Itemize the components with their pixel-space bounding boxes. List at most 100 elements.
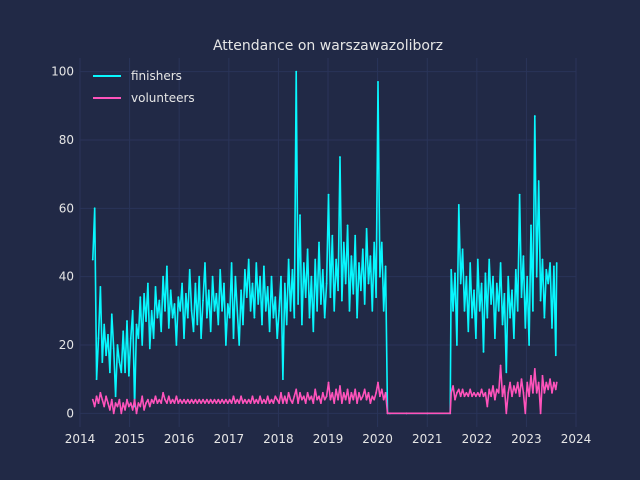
finishers-point bbox=[215, 292, 218, 295]
finishers-point bbox=[555, 262, 558, 264]
volunteers-point bbox=[314, 388, 317, 391]
finishers-point bbox=[185, 292, 187, 295]
finishers-point bbox=[114, 395, 117, 398]
volunteers-point bbox=[226, 402, 229, 404]
volunteers-point bbox=[272, 402, 275, 404]
volunteers-point bbox=[337, 398, 339, 401]
volunteers-point bbox=[378, 395, 381, 398]
volunteers-point bbox=[526, 381, 529, 384]
volunteers-point bbox=[97, 402, 100, 404]
finishers-point bbox=[501, 323, 504, 326]
volunteers-point bbox=[242, 402, 244, 404]
finishers-point bbox=[223, 282, 225, 285]
finishers-point bbox=[308, 316, 311, 319]
finishers-point bbox=[164, 309, 166, 312]
finishers-point bbox=[274, 296, 277, 299]
volunteers-point bbox=[211, 402, 214, 404]
finishers-point bbox=[467, 330, 470, 333]
volunteers-point bbox=[471, 395, 474, 398]
volunteers-point bbox=[371, 395, 374, 398]
volunteers-point bbox=[389, 412, 391, 415]
finishers-point bbox=[238, 344, 241, 346]
finishers-point bbox=[507, 275, 510, 278]
volunteers-point bbox=[532, 391, 534, 394]
volunteers-point bbox=[185, 402, 187, 404]
finishers-point bbox=[475, 337, 477, 340]
finishers-point bbox=[457, 204, 460, 206]
finishers-point bbox=[272, 316, 275, 319]
volunteers-point bbox=[551, 391, 553, 394]
volunteers-point bbox=[320, 402, 322, 404]
volunteers-point bbox=[177, 402, 180, 404]
volunteers-point bbox=[333, 402, 336, 404]
finishers-point bbox=[160, 330, 163, 333]
finishers-point bbox=[198, 275, 201, 278]
finishers-point bbox=[209, 330, 212, 333]
volunteers-point bbox=[167, 395, 170, 398]
finishers-point bbox=[494, 337, 496, 340]
volunteers-point bbox=[549, 378, 551, 381]
finishers-point bbox=[259, 275, 261, 278]
finishers-point bbox=[505, 371, 508, 374]
finishers-point bbox=[141, 344, 144, 346]
finishers-point bbox=[344, 282, 347, 285]
finishers-point bbox=[486, 316, 489, 319]
finishers-point bbox=[118, 361, 121, 363]
finishers-point bbox=[465, 275, 468, 278]
finishers-point bbox=[552, 265, 555, 268]
volunteers-point bbox=[308, 398, 311, 401]
finishers-point bbox=[369, 255, 372, 258]
volunteers-point bbox=[247, 398, 250, 401]
x-tick-label: 2020 bbox=[362, 432, 393, 446]
volunteers-point bbox=[367, 391, 370, 394]
finishers-point bbox=[484, 272, 487, 275]
finishers-point bbox=[230, 262, 233, 264]
volunteers-point bbox=[110, 398, 113, 401]
volunteers-point bbox=[318, 395, 320, 398]
volunteers-point bbox=[350, 391, 353, 394]
volunteers-point bbox=[449, 412, 452, 415]
volunteers-point bbox=[484, 391, 487, 394]
volunteers-point bbox=[215, 402, 218, 404]
finishers-point bbox=[107, 333, 109, 336]
volunteers-point bbox=[547, 388, 550, 391]
volunteers-point bbox=[375, 391, 377, 394]
volunteers-point bbox=[509, 381, 512, 384]
finishers-point bbox=[116, 344, 119, 346]
volunteers-point bbox=[205, 398, 208, 401]
volunteers-point bbox=[302, 395, 305, 398]
volunteers-point bbox=[384, 391, 387, 394]
finishers-point bbox=[541, 258, 544, 261]
finishers-point bbox=[112, 347, 115, 350]
finishers-point bbox=[471, 316, 474, 319]
finishers-point bbox=[476, 258, 479, 261]
volunteers-point bbox=[135, 412, 138, 415]
finishers-point bbox=[131, 309, 134, 312]
finishers-point bbox=[380, 241, 383, 244]
finishers-point bbox=[346, 224, 349, 227]
volunteers-point bbox=[139, 405, 142, 408]
finishers-point bbox=[154, 286, 157, 288]
finishers-point bbox=[463, 309, 466, 312]
volunteers-point bbox=[463, 395, 466, 398]
finishers-point bbox=[537, 180, 540, 182]
finishers-point bbox=[371, 309, 374, 312]
axes: 2014 2015 2016 2017 2018 2019 2020 2021 2022 2023… bbox=[51, 65, 591, 446]
volunteers-point bbox=[238, 402, 241, 404]
x-tick-label: 2017 bbox=[214, 432, 245, 446]
finishers-point bbox=[97, 337, 100, 340]
finishers-point bbox=[257, 303, 260, 305]
volunteers-point bbox=[166, 402, 168, 404]
finishers-point bbox=[289, 309, 292, 312]
volunteers-point bbox=[518, 395, 521, 398]
finishers-point bbox=[243, 268, 246, 271]
volunteers-point bbox=[295, 388, 298, 391]
volunteers-point bbox=[380, 388, 383, 391]
finishers-point bbox=[251, 282, 254, 285]
finishers-point bbox=[204, 262, 206, 264]
volunteers-point bbox=[124, 409, 126, 411]
finishers-point bbox=[543, 316, 546, 319]
finishers-point bbox=[306, 248, 309, 251]
finishers-point bbox=[297, 303, 300, 305]
volunteers-point bbox=[156, 402, 159, 404]
